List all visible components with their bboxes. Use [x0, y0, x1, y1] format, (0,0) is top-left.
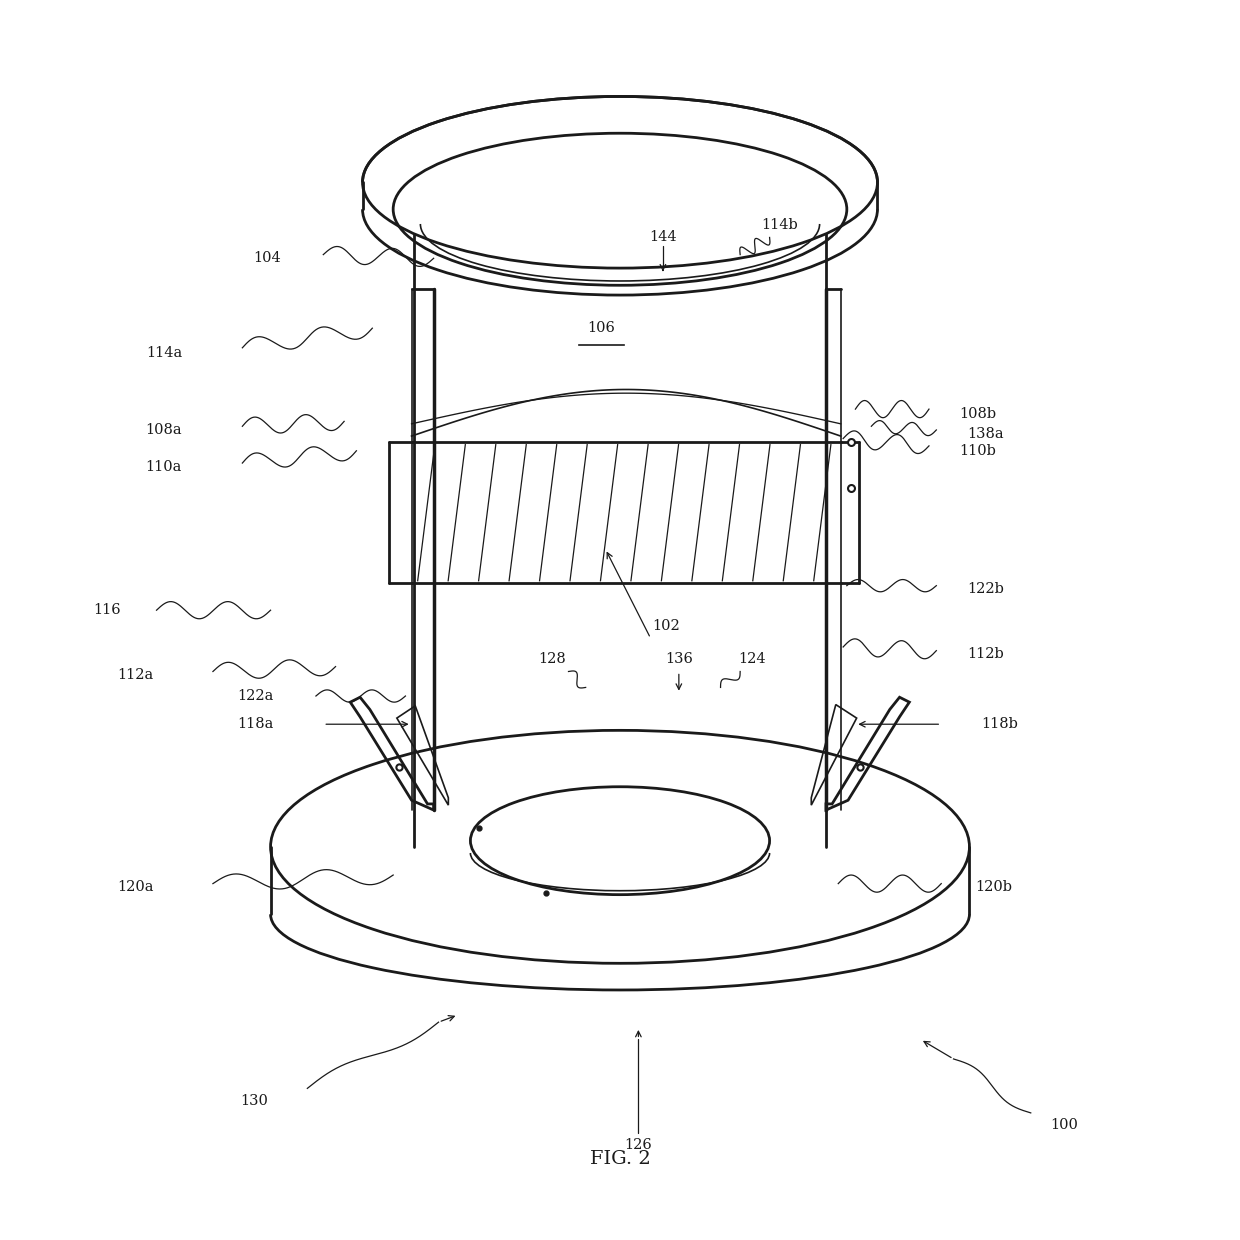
Text: 112b: 112b — [967, 647, 1003, 661]
Text: FIG. 2: FIG. 2 — [590, 1151, 650, 1168]
Text: 104: 104 — [253, 252, 280, 265]
Text: 114b: 114b — [761, 218, 797, 232]
Text: 122a: 122a — [238, 689, 274, 703]
Text: 100: 100 — [1050, 1118, 1078, 1132]
Text: 108a: 108a — [145, 423, 182, 436]
Text: 120a: 120a — [118, 880, 154, 894]
Text: 122b: 122b — [967, 583, 1004, 596]
Text: 130: 130 — [241, 1094, 269, 1107]
Text: 114a: 114a — [146, 346, 182, 360]
Text: 144: 144 — [649, 231, 677, 244]
Text: 118b: 118b — [982, 717, 1018, 732]
Text: 110b: 110b — [960, 444, 997, 458]
Text: 124: 124 — [739, 652, 766, 666]
Text: 118a: 118a — [238, 717, 274, 732]
Text: 116: 116 — [94, 603, 122, 618]
Text: 136: 136 — [665, 652, 693, 666]
Text: 128: 128 — [538, 652, 567, 666]
Text: 112a: 112a — [118, 668, 154, 682]
Ellipse shape — [362, 97, 878, 268]
Text: 120b: 120b — [976, 880, 1013, 894]
Text: 110a: 110a — [145, 460, 182, 474]
Text: 106: 106 — [588, 321, 615, 335]
Text: 108b: 108b — [960, 407, 997, 422]
Text: 126: 126 — [625, 1138, 652, 1152]
Text: 138a: 138a — [967, 427, 1003, 440]
Text: 102: 102 — [652, 619, 681, 634]
